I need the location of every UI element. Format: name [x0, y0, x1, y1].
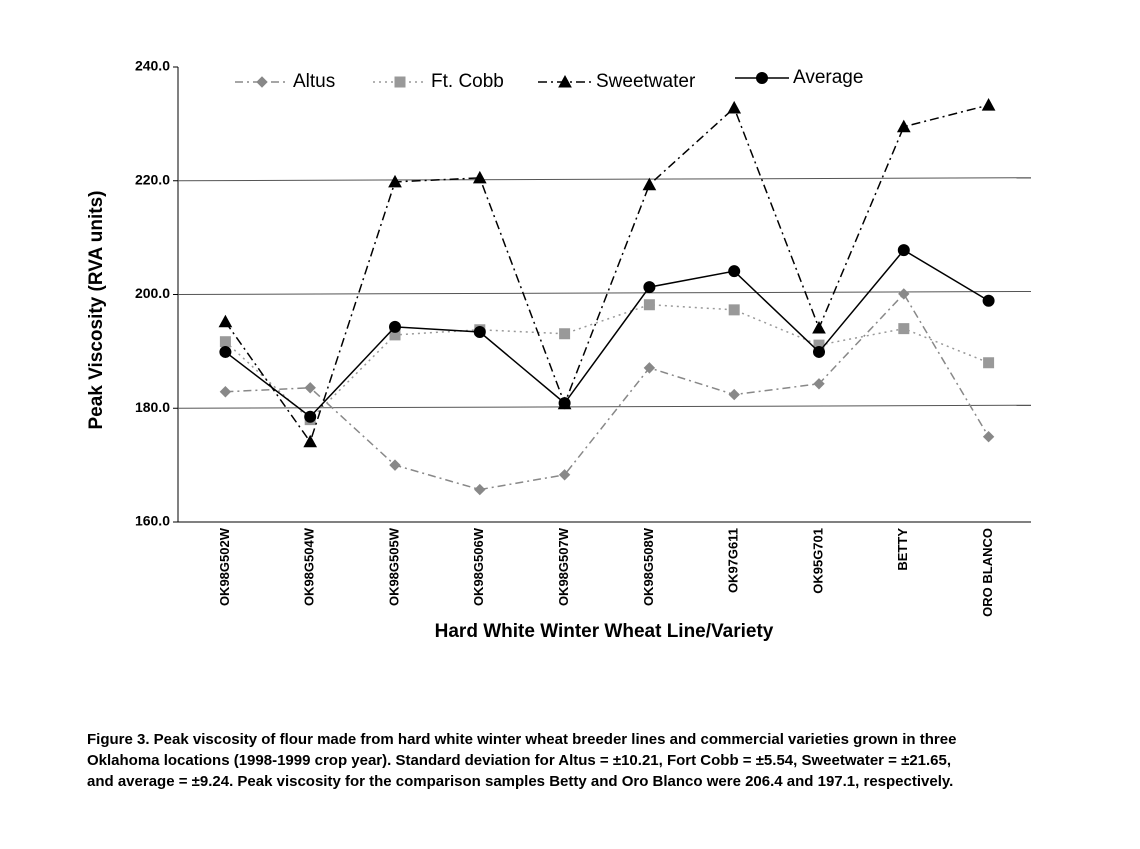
x-tick-label: ORO BLANCO: [980, 528, 995, 617]
marker: [728, 304, 740, 316]
caption: and average = ±9.24. Peak viscosity for …: [87, 773, 953, 790]
x-tick-label: OK98G508W: [641, 527, 656, 606]
grid-line: [177, 177, 1032, 182]
marker: [219, 386, 232, 398]
marker: [472, 170, 487, 184]
legend-marker: [256, 76, 268, 88]
marker: [896, 119, 911, 133]
marker: [303, 434, 318, 448]
marker: [982, 430, 995, 443]
x-tick-label: OK98G504W: [302, 527, 317, 606]
grid-line: [177, 291, 1032, 295]
marker: [558, 469, 571, 481]
marker: [727, 100, 742, 114]
marker: [728, 265, 741, 278]
y-tick-label: 240.0: [135, 58, 170, 74]
series-line: [224, 104, 989, 444]
marker: [473, 326, 486, 339]
series-line: [224, 249, 989, 418]
caption: Oklahoma locations (1998-1999 crop year)…: [87, 752, 951, 769]
marker: [898, 323, 910, 335]
marker: [388, 174, 402, 188]
x-tick-label: BETTY: [895, 528, 910, 571]
marker: [728, 388, 740, 401]
marker: [389, 459, 401, 471]
marker: [981, 98, 996, 111]
x-tick-label: OK98G505W: [386, 527, 401, 606]
x-tick-label: OK97G611: [726, 528, 741, 593]
marker: [982, 294, 995, 307]
series-line: [224, 303, 989, 421]
marker: [474, 483, 486, 496]
marker: [983, 357, 995, 369]
marker: [218, 314, 233, 328]
marker: [219, 345, 232, 358]
y-tick-label: 180.0: [135, 399, 170, 415]
marker: [813, 345, 825, 358]
legend-label: Sweetwater: [596, 71, 696, 92]
x-tick-label: OK95G701: [810, 528, 825, 594]
marker: [304, 410, 317, 423]
x-tick-label: OK98G502W: [217, 527, 232, 606]
x-tick-label: OK98G507W: [556, 527, 571, 606]
x-tick-label: OK98G506W: [471, 527, 486, 606]
y-tick-label: 200.0: [135, 285, 170, 301]
caption: Figure 3. Peak viscosity of flour made f…: [87, 731, 956, 748]
marker: [643, 362, 656, 374]
marker: [897, 244, 910, 257]
marker: [643, 281, 656, 294]
legend-label: Altus: [293, 71, 335, 92]
marker: [642, 177, 657, 191]
marker: [219, 336, 231, 348]
legend-marker: [558, 74, 572, 88]
legend-marker: [394, 76, 406, 88]
legend-marker: [756, 72, 768, 84]
legend-label: Average: [793, 67, 863, 88]
marker: [304, 382, 316, 394]
grid-line: [177, 404, 1032, 409]
x-axis-title: Hard White Winter Wheat Line/Variety: [435, 621, 774, 642]
marker: [559, 328, 571, 340]
marker: [812, 321, 826, 334]
y-tick-label: 220.0: [135, 171, 170, 187]
marker: [558, 397, 571, 410]
marker: [643, 299, 655, 311]
legend-label: Ft. Cobb: [431, 71, 504, 92]
y-axis-title: Peak Viscosity (RVA units): [86, 191, 107, 430]
y-tick-label: 160.0: [135, 513, 170, 529]
marker: [898, 288, 910, 300]
series-line: [225, 292, 990, 491]
marker: [813, 378, 825, 390]
marker: [389, 320, 401, 333]
